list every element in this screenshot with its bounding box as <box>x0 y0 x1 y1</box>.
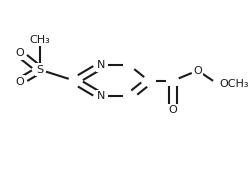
Text: N: N <box>97 91 105 101</box>
Text: O: O <box>193 66 202 76</box>
Text: CH₃: CH₃ <box>30 35 50 45</box>
Text: O: O <box>15 48 24 58</box>
Text: O: O <box>15 77 24 87</box>
Text: O: O <box>168 105 177 115</box>
Text: OCH₃: OCH₃ <box>219 79 249 89</box>
Text: S: S <box>36 65 43 75</box>
Text: N: N <box>97 60 105 70</box>
